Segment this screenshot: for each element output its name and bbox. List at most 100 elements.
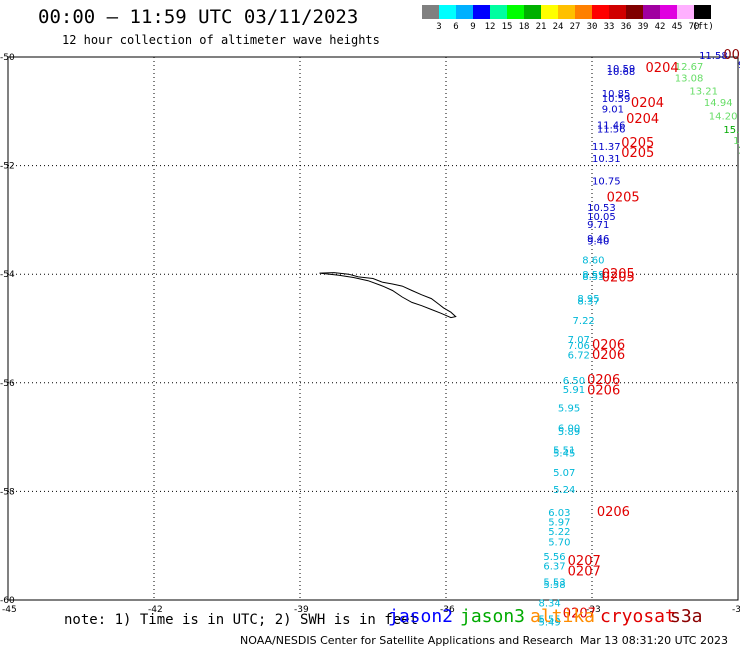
- generation-timestamp: Mar 13 08:31:20 UTC 2023: [580, 634, 728, 647]
- legend-label: (ft): [692, 22, 714, 32]
- wave-height-reading: 14.20: [709, 111, 738, 122]
- lon-tick-label: -42: [148, 605, 163, 615]
- wave-height-reading: 9.40: [587, 236, 609, 247]
- wave-height-reading: 8.37: [577, 297, 599, 308]
- lat-tick-label: -58: [0, 487, 15, 497]
- wave-height-reading: 5.53: [543, 577, 565, 588]
- credit-line: NOAA/NESDIS Center for Satellite Applica…: [240, 634, 574, 647]
- wave-height-reading: 5.97: [548, 518, 570, 529]
- wave-height-reading: 8.95: [577, 294, 599, 305]
- wave-height-reading: 6.03: [548, 508, 570, 519]
- wave-height-reading: 10.05: [587, 212, 616, 223]
- pass-time-label: 0204: [646, 61, 679, 76]
- wave-height-reading: 9.01: [602, 104, 624, 115]
- legend-label: 15: [501, 22, 513, 32]
- wave-height-reading: 5.58: [543, 580, 565, 591]
- lat-tick-label: -60: [0, 596, 15, 606]
- legend-label: 18: [518, 22, 530, 32]
- legend-label: 33: [603, 22, 615, 32]
- legend-swatch: [541, 5, 558, 19]
- wave-height-reading: 11.46: [597, 121, 626, 132]
- legend-swatch: [677, 5, 694, 19]
- wave-height-reading: 10.53: [587, 203, 616, 214]
- wave-height-reading: 5.56: [543, 552, 565, 563]
- wave-height-reading: 10.59: [602, 94, 631, 105]
- wave-height-reading: 11.37: [592, 142, 621, 153]
- wave-height-reading: 6.72: [568, 350, 590, 361]
- wave-height-reading: 10.68: [607, 67, 636, 78]
- pass-time-label: 0206: [592, 348, 625, 363]
- wave-height-reading: 10.85: [602, 89, 631, 100]
- wave-height-reading: 10.59: [607, 64, 636, 75]
- legend-swatch: [473, 5, 490, 19]
- pass-time-label: 0205: [621, 136, 654, 151]
- pass-time-label: 0206: [587, 373, 620, 388]
- wave-height-reading: 8.60: [582, 255, 604, 266]
- legend-label: 6: [453, 22, 459, 32]
- legend-swatch: [626, 5, 643, 19]
- wave-height-reading: 7.06: [568, 341, 590, 352]
- legend-swatch: [558, 5, 575, 19]
- lat-tick-label: -56: [0, 379, 15, 389]
- lat-tick-label: -52: [0, 162, 15, 172]
- pass-time-label: 0204: [626, 112, 659, 127]
- lon-tick-label: -33: [586, 605, 601, 615]
- legend-swatch: [592, 5, 609, 19]
- pass-time-label: 0207: [568, 565, 601, 580]
- map-title: 00:00 – 11:59 UTC 03/11/2023: [38, 6, 359, 28]
- wave-height-reading: 8.34: [538, 599, 560, 610]
- wave-height-reading: 11.58: [699, 51, 728, 62]
- legend-label: 24: [552, 22, 564, 32]
- legend-swatch: [439, 5, 456, 19]
- wave-height-reading: 15.59: [723, 125, 740, 136]
- legend-label: 30: [586, 22, 598, 32]
- wave-height-reading: 5.07: [553, 468, 575, 479]
- legend-swatch: [660, 5, 677, 19]
- wave-height-reading: 13.21: [689, 86, 718, 97]
- legend-swatch: [643, 5, 660, 19]
- satellite-name-altika: altika: [530, 606, 596, 627]
- pass-time-label: 0205: [607, 190, 640, 205]
- lon-tick-label: -30: [732, 605, 740, 615]
- legend-label: 70: [688, 22, 700, 32]
- wave-height-reading: 6.37: [543, 562, 565, 573]
- pass-time-label: 0206: [597, 505, 630, 520]
- wave-height-reading: 5.22: [548, 527, 570, 538]
- wave-height-reading: 10.31: [592, 154, 621, 165]
- lon-tick-label: -45: [2, 605, 17, 615]
- pass-time-label: 0207: [563, 606, 596, 621]
- pass-time-label: 0205: [602, 267, 635, 282]
- wave-height-reading: 14.74: [733, 136, 740, 147]
- legend-swatch: [507, 5, 524, 19]
- wave-height-reading: 13.08: [675, 73, 704, 84]
- wave-height-reading: 5.70: [548, 538, 570, 549]
- legend-label: 12: [484, 22, 496, 32]
- wave-height-reading: 15.75: [738, 146, 740, 157]
- wave-height-reading: 12.67: [675, 62, 704, 73]
- wave-height-reading: 11.56: [597, 124, 626, 135]
- satellite-name-s3a: s3a: [670, 606, 703, 627]
- lon-tick-label: -36: [440, 605, 455, 615]
- wave-height-reading: 7.22: [573, 316, 595, 327]
- legend-swatch: [456, 5, 473, 19]
- pass-time-label: 0050: [723, 48, 740, 63]
- legend-swatch: [694, 5, 711, 19]
- island-coastline: [319, 272, 457, 319]
- wave-height-reading: 5.45: [553, 449, 575, 460]
- wave-height-reading: 8.59: [582, 270, 604, 281]
- legend-swatch: [490, 5, 507, 19]
- legend-swatch: [524, 5, 541, 19]
- pass-time-label: 0205: [602, 270, 635, 285]
- pass-time-label: 0206: [592, 338, 625, 353]
- legend-label: 36: [620, 22, 632, 32]
- color-legend: 3 6 9 12 15 18 21 24 27 30 33 36 39 42 45 70 (ft): [422, 5, 714, 32]
- footer-note: note: 1) Time is in UTC; 2) SWH is in fe…: [64, 612, 419, 628]
- wave-height-reading: 14.94: [704, 98, 733, 109]
- wave-height-reading: 5.89: [558, 427, 580, 438]
- legend-swatch: [422, 5, 439, 19]
- legend-swatches: [422, 5, 711, 19]
- legend-label: 39: [637, 22, 649, 32]
- lon-tick-label: -39: [294, 605, 309, 615]
- legend-swatch: [575, 5, 592, 19]
- legend-label: 27: [569, 22, 581, 32]
